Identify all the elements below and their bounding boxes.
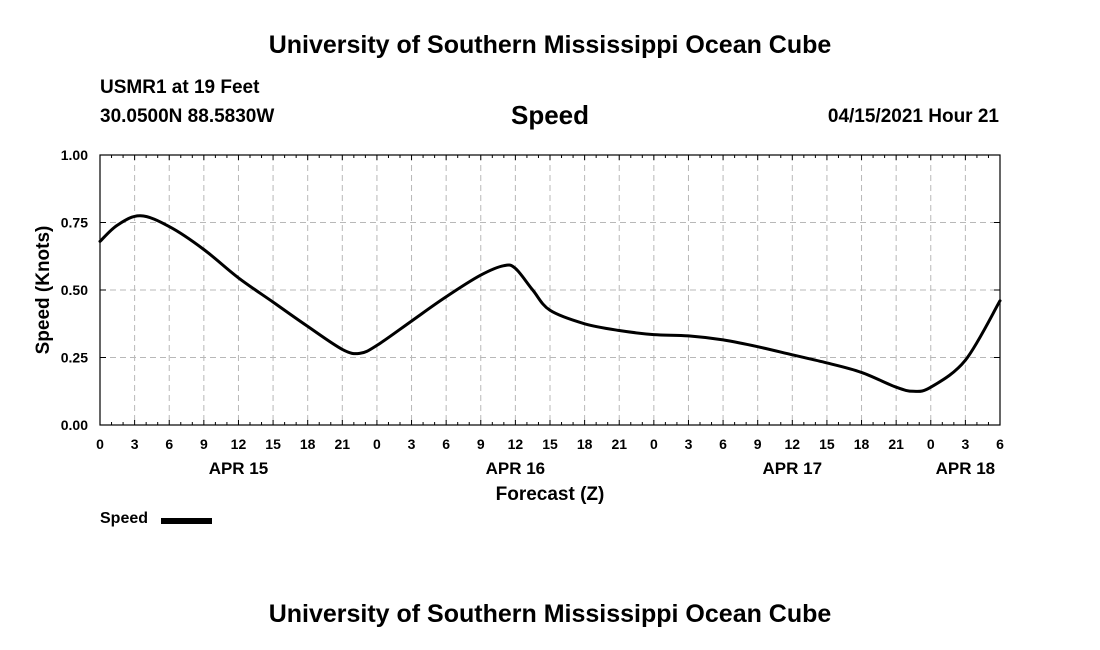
station-label: USMR1 at 19 Feet	[100, 77, 260, 98]
legend-label: Speed	[100, 510, 149, 527]
x-tick-label: 3	[408, 436, 416, 452]
x-tick-label: 21	[335, 436, 351, 452]
x-tick-label: 12	[231, 436, 247, 452]
variable-title: Speed	[510, 100, 590, 130]
chart-main-title: University of Southern Mississippi Ocean…	[268, 31, 832, 59]
y-tick-label: 0.50	[61, 282, 88, 298]
grid-lines	[100, 155, 1000, 425]
x-tick-label: 9	[200, 436, 208, 452]
y-tick-label: 0.00	[61, 417, 88, 433]
speed-series-line	[98, 214, 1002, 393]
x-tick-label: 9	[477, 436, 485, 452]
x-tick-label: 12	[508, 436, 524, 452]
x-tick-label: 6	[719, 436, 727, 452]
y-tick-label: 0.75	[61, 215, 88, 231]
x-tick-label: 6	[996, 436, 1004, 452]
x-tick-label: 3	[961, 436, 969, 452]
date-label: APR 17	[763, 459, 823, 478]
x-tick-label: 3	[685, 436, 693, 452]
x-tick-label: 6	[165, 436, 173, 452]
y-tick-label: 1.00	[61, 147, 88, 163]
legend-line-swatch	[161, 518, 212, 524]
date-labels: APR 15 APR 16 APR 17 APR 18	[209, 459, 995, 478]
y-tick-labels: 0.00 0.25 0.50 0.75 1.00	[61, 147, 88, 433]
x-tick-label: 15	[819, 436, 835, 452]
x-tick-label: 18	[577, 436, 593, 452]
x-tick-label: 9	[754, 436, 762, 452]
x-axis-title: Forecast (Z)	[496, 484, 605, 505]
footer-title: University of Southern Mississippi Ocean…	[268, 600, 832, 628]
x-tick-label: 15	[542, 436, 558, 452]
x-tick-label: 3	[131, 436, 139, 452]
station-coordinates: 30.0500N 88.5830W	[100, 106, 275, 127]
y-axis-title: Speed (Knots)	[33, 226, 54, 355]
x-tick-label: 21	[611, 436, 627, 452]
x-tick-label: 18	[854, 436, 870, 452]
x-tick-label: 0	[96, 436, 104, 452]
x-tick-label: 6	[442, 436, 450, 452]
x-tick-label: 15	[265, 436, 281, 452]
forecast-datetime: 04/15/2021 Hour 21	[827, 106, 999, 127]
x-tick-label: 21	[888, 436, 904, 452]
y-tick-label: 0.25	[61, 350, 88, 366]
x-tick-label: 0	[373, 436, 381, 452]
date-label: APR 15	[209, 459, 269, 478]
x-tick-label: 0	[650, 436, 658, 452]
x-tick-label: 18	[300, 436, 316, 452]
date-label: APR 18	[936, 459, 996, 478]
date-label: APR 16	[486, 459, 546, 478]
x-tick-labels: 0 3 6 9 12 15 18 21 0 3 6 9 12 15 18 21 0 3 6 9 12 15 18 21 0 3 6	[96, 436, 1004, 452]
x-tick-label: 12	[785, 436, 801, 452]
x-tick-label: 0	[927, 436, 935, 452]
plot-frame	[99, 154, 1001, 426]
